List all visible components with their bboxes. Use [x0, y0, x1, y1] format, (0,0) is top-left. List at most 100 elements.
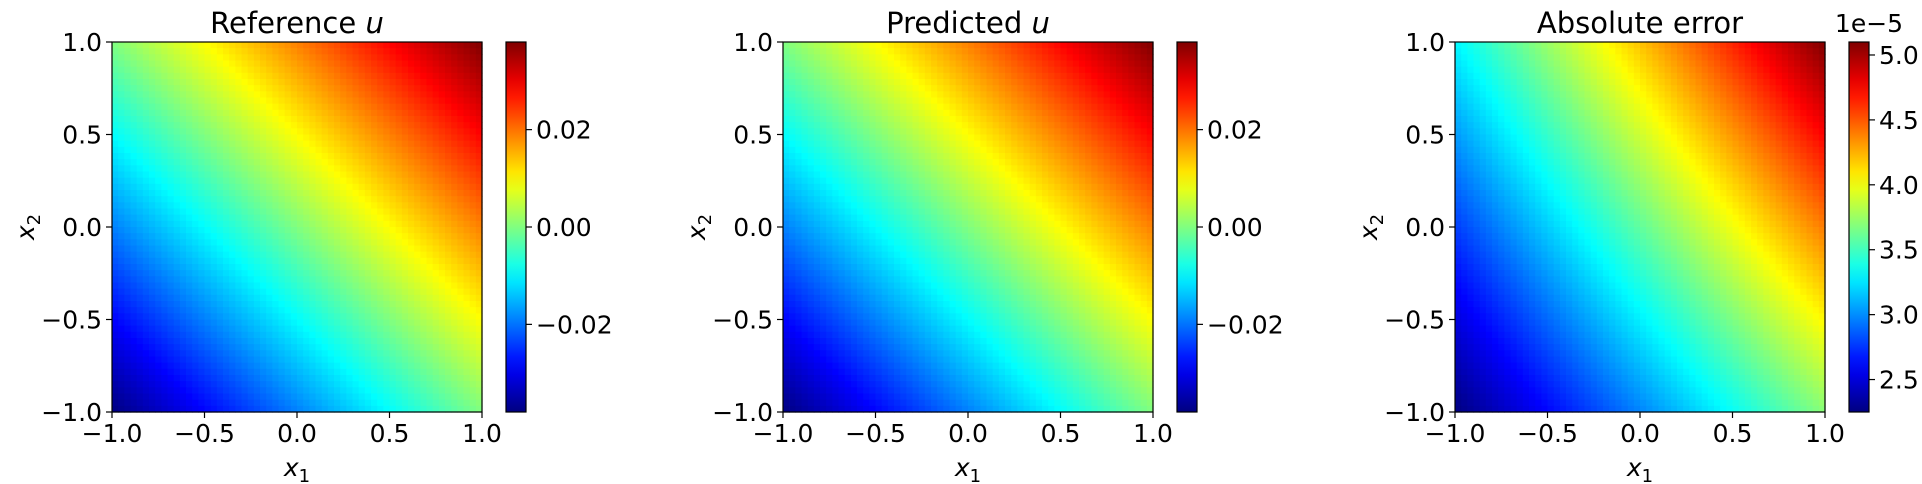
heatmap-cell — [463, 165, 471, 173]
heatmap-cell — [142, 301, 150, 308]
heatmap-cell — [931, 66, 938, 74]
heatmap-cell — [887, 79, 895, 86]
heatmap-cell — [173, 171, 181, 179]
heatmap-cell — [826, 79, 833, 86]
heatmap-cell — [1005, 159, 1012, 166]
heatmap-cell — [887, 54, 895, 62]
heatmap-cell — [445, 202, 452, 210]
heatmap-cell — [364, 393, 372, 401]
heatmap-cell — [955, 48, 963, 55]
heatmap-cell — [968, 48, 975, 55]
heatmap-cell — [315, 350, 323, 358]
heatmap-field — [112, 42, 483, 413]
heatmap-cell — [1079, 159, 1086, 166]
heatmap-cell — [451, 399, 458, 407]
heatmap-cell — [112, 79, 119, 86]
heatmap-cell — [1103, 122, 1111, 129]
heatmap-cell — [783, 91, 790, 99]
heatmap-cell — [346, 319, 354, 327]
heatmap-cell — [789, 116, 796, 123]
heatmap-cell — [887, 146, 895, 154]
heatmap-cell — [321, 171, 329, 179]
heatmap-cell — [1091, 42, 1099, 49]
heatmap-cell — [863, 128, 870, 136]
heatmap-cell — [321, 48, 329, 55]
heatmap-cell — [789, 97, 796, 105]
heatmap-cell — [346, 72, 354, 80]
heatmap-cell — [198, 91, 206, 99]
heatmap-cell — [389, 220, 397, 228]
heatmap-cell — [161, 165, 169, 173]
heatmap-cell — [290, 54, 298, 62]
heatmap-cell — [149, 239, 156, 247]
heatmap-cell — [1048, 48, 1055, 55]
heatmap-cell — [1140, 140, 1148, 148]
heatmap-cell — [426, 276, 434, 284]
heatmap-cell — [210, 257, 218, 265]
heatmap-cell — [408, 190, 415, 197]
heatmap-cell — [297, 257, 304, 265]
heatmap-cell — [414, 109, 421, 117]
heatmap-cell — [118, 214, 125, 222]
heatmap-cell — [315, 153, 323, 160]
heatmap-cell — [469, 196, 477, 203]
heatmap-cell — [297, 122, 304, 129]
heatmap-cell — [112, 54, 119, 62]
heatmap-cell — [223, 350, 230, 358]
heatmap-cell — [118, 85, 125, 92]
heatmap-cell — [179, 85, 187, 92]
heatmap-cell — [161, 251, 169, 259]
heatmap-cell — [377, 85, 384, 92]
heatmap-cell — [1066, 85, 1074, 92]
heatmap-cell — [924, 42, 932, 49]
heatmap-cell — [1066, 54, 1074, 62]
heatmap-cell — [136, 356, 144, 364]
heatmap-cell — [260, 109, 267, 117]
heatmap-cell — [235, 276, 243, 284]
heatmap-cell — [383, 257, 391, 265]
heatmap-cell — [173, 72, 181, 80]
heatmap-cell — [395, 331, 403, 339]
heatmap-cell — [297, 109, 304, 117]
heatmap-cell — [850, 97, 858, 105]
heatmap-cell — [315, 60, 323, 68]
heatmap-cell — [389, 79, 397, 86]
heatmap-cell — [229, 294, 236, 302]
heatmap-cell — [321, 60, 329, 68]
heatmap-cell — [327, 140, 335, 148]
heatmap-cell — [789, 171, 796, 179]
heatmap-cell — [395, 282, 403, 290]
heatmap-cell — [906, 109, 914, 117]
heatmap-cell — [850, 48, 858, 55]
heatmap-cell — [136, 338, 144, 345]
heatmap-cell — [179, 257, 187, 265]
heatmap-cell — [974, 54, 981, 62]
heatmap-cell — [980, 116, 988, 123]
heatmap-cell — [352, 122, 360, 129]
heatmap-cell — [1017, 60, 1025, 68]
heatmap-cell — [315, 103, 323, 111]
heatmap-cell — [235, 338, 243, 345]
heatmap-cell — [334, 153, 341, 160]
heatmap-cell — [198, 313, 206, 321]
heatmap-cell — [112, 301, 119, 308]
heatmap-cell — [838, 171, 846, 179]
heatmap-cell — [389, 202, 397, 210]
heatmap-cell — [469, 245, 477, 253]
heatmap-cell — [1097, 159, 1105, 166]
heatmap-cell — [192, 48, 199, 55]
heatmap-cell — [949, 66, 957, 74]
heatmap-cell — [352, 146, 360, 154]
heatmap-cell — [408, 276, 415, 284]
heatmap-cell — [1005, 85, 1012, 92]
heatmap-cell — [334, 245, 341, 253]
heatmap-cell — [358, 214, 366, 222]
heatmap-cell — [272, 42, 280, 49]
heatmap-cell — [1122, 72, 1129, 80]
heatmap-cell — [1079, 54, 1086, 62]
heatmap-cell — [968, 42, 975, 49]
heatmap-cell — [789, 79, 796, 86]
heatmap-cell — [820, 60, 827, 68]
heatmap-cell — [260, 399, 267, 407]
heatmap-cell — [377, 165, 384, 173]
